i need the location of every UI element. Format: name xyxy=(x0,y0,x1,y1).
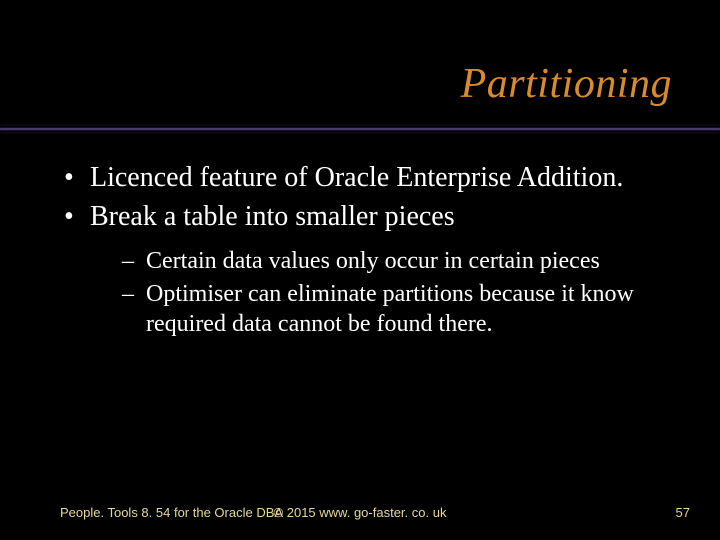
sub-bullet-list: Certain data values only occur in certai… xyxy=(90,246,672,340)
list-item: Break a table into smaller pieces Certai… xyxy=(60,199,672,340)
slide-title: Partitioning xyxy=(461,60,672,108)
title-area: Partitioning xyxy=(461,60,672,108)
list-item: Licenced feature of Oracle Enterprise Ad… xyxy=(60,160,672,195)
slide: Partitioning Licenced feature of Oracle … xyxy=(0,0,720,540)
footer: People. Tools 8. 54 for the Oracle DBA ©… xyxy=(0,496,720,520)
bullet-list: Licenced feature of Oracle Enterprise Ad… xyxy=(60,160,672,340)
bullet-text: Licenced feature of Oracle Enterprise Ad… xyxy=(90,162,623,193)
footer-center: © 2015 www. go-faster. co. uk xyxy=(274,505,447,520)
subbullet-text: Certain data values only occur in certai… xyxy=(146,248,600,274)
subbullet-text: Optimiser can eliminate partitions becau… xyxy=(146,281,634,338)
list-item: Certain data values only occur in certai… xyxy=(90,246,672,277)
title-divider xyxy=(0,126,720,132)
footer-left: People. Tools 8. 54 for the Oracle DBA xyxy=(60,505,283,520)
list-item: Optimiser can eliminate partitions becau… xyxy=(90,279,672,340)
bullet-text: Break a table into smaller pieces xyxy=(90,201,455,232)
footer-page-number: 57 xyxy=(676,505,690,520)
content-area: Licenced feature of Oracle Enterprise Ad… xyxy=(60,160,672,344)
